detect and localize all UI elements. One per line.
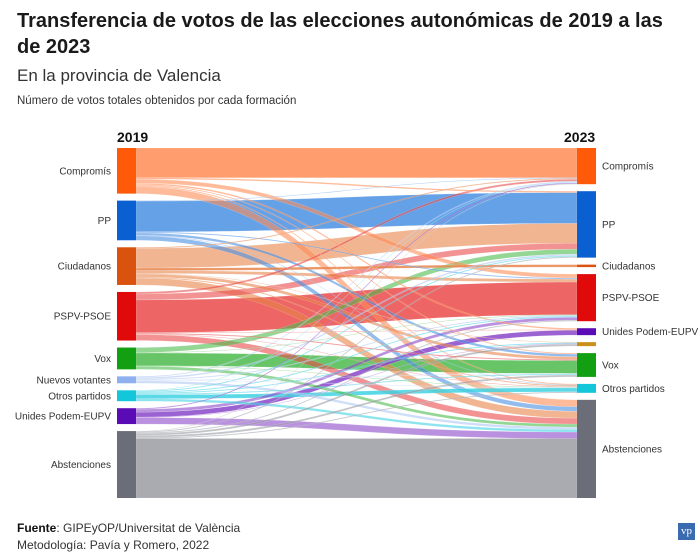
node-labels: Compromís PP Ciudadanos PSPV-PSOE Vox Nuevos … [15,162,699,471]
left-node-psoe[interactable] [117,291,136,341]
right-node-label: Vox [602,361,619,372]
left-node-pp[interactable] [117,200,136,241]
chart-subtitle: En la provincia de Valencia [17,66,221,85]
left-node-label: PP [98,216,112,227]
left-node-nuevos[interactable] [117,376,136,384]
right-node-unlabeled[interactable] [577,342,596,347]
left-node-label: Unides Podem-EUPV [15,412,111,423]
right-node-label: Otros partidos [602,384,665,395]
right-node-label: PP [602,220,616,231]
right-node-cs[interactable] [577,264,596,268]
right-node-label: Compromís [602,162,654,173]
methodology-text: Metodología: Pavía y Romero, 2022 [17,538,210,552]
left-year-header: 2019 [117,129,149,145]
left-node-label: Otros partidos [48,391,111,402]
right-node-label: Ciudadanos [602,261,655,272]
left-node-label: Nuevos votantes [37,375,112,386]
left-node-compromis[interactable] [117,148,136,194]
left-node-label: Abstenciones [51,460,111,471]
left-node-label: Compromís [59,166,111,177]
flow-abst-to-abst[interactable] [135,438,578,499]
right-node-compromis[interactable] [577,148,596,185]
publisher-logo[interactable]: vp [678,523,695,540]
left-node-vox[interactable] [117,347,136,370]
left-node-label: Vox [94,354,111,365]
right-node-unides[interactable] [577,328,596,336]
source-text: : GIPEyOP/Universitat de València [56,521,241,535]
chart-description: Número de votos totales obtenidos por ca… [17,95,297,107]
flow-compromis-to-compromis[interactable] [135,147,578,178]
flow-abst-to-vox[interactable] [135,374,578,438]
left-node-cs[interactable] [117,247,136,285]
right-node-otros[interactable] [577,383,596,393]
right-node-label: Unides Podem-EUPV [602,327,698,338]
footer: Fuente: GIPEyOP/Universitat de València … [17,520,240,554]
right-node-pp[interactable] [577,191,596,258]
flow-links [135,147,578,499]
left-node-label: Ciudadanos [58,262,111,273]
nodes [117,148,596,498]
left-node-label: PSPV-PSOE [54,312,112,323]
left-node-unides[interactable] [117,408,136,425]
chart-title: Transferencia de votos de las elecciones… [17,10,663,58]
source-label: Fuente [17,521,57,535]
right-node-label: Abstenciones [602,444,662,455]
right-node-label: PSPV-PSOE [602,293,660,304]
right-node-vox[interactable] [577,353,596,377]
right-node-psoe[interactable] [577,274,596,322]
flow-abst-to-unlabeled[interactable] [135,343,578,436]
right-year-header: 2023 [564,129,596,145]
flow-unides-to-unides[interactable] [135,329,578,418]
left-node-abst[interactable] [117,431,136,498]
left-node-otros[interactable] [117,390,136,402]
flow-abst-to-otros[interactable] [135,391,578,439]
right-node-abst[interactable] [577,399,596,498]
